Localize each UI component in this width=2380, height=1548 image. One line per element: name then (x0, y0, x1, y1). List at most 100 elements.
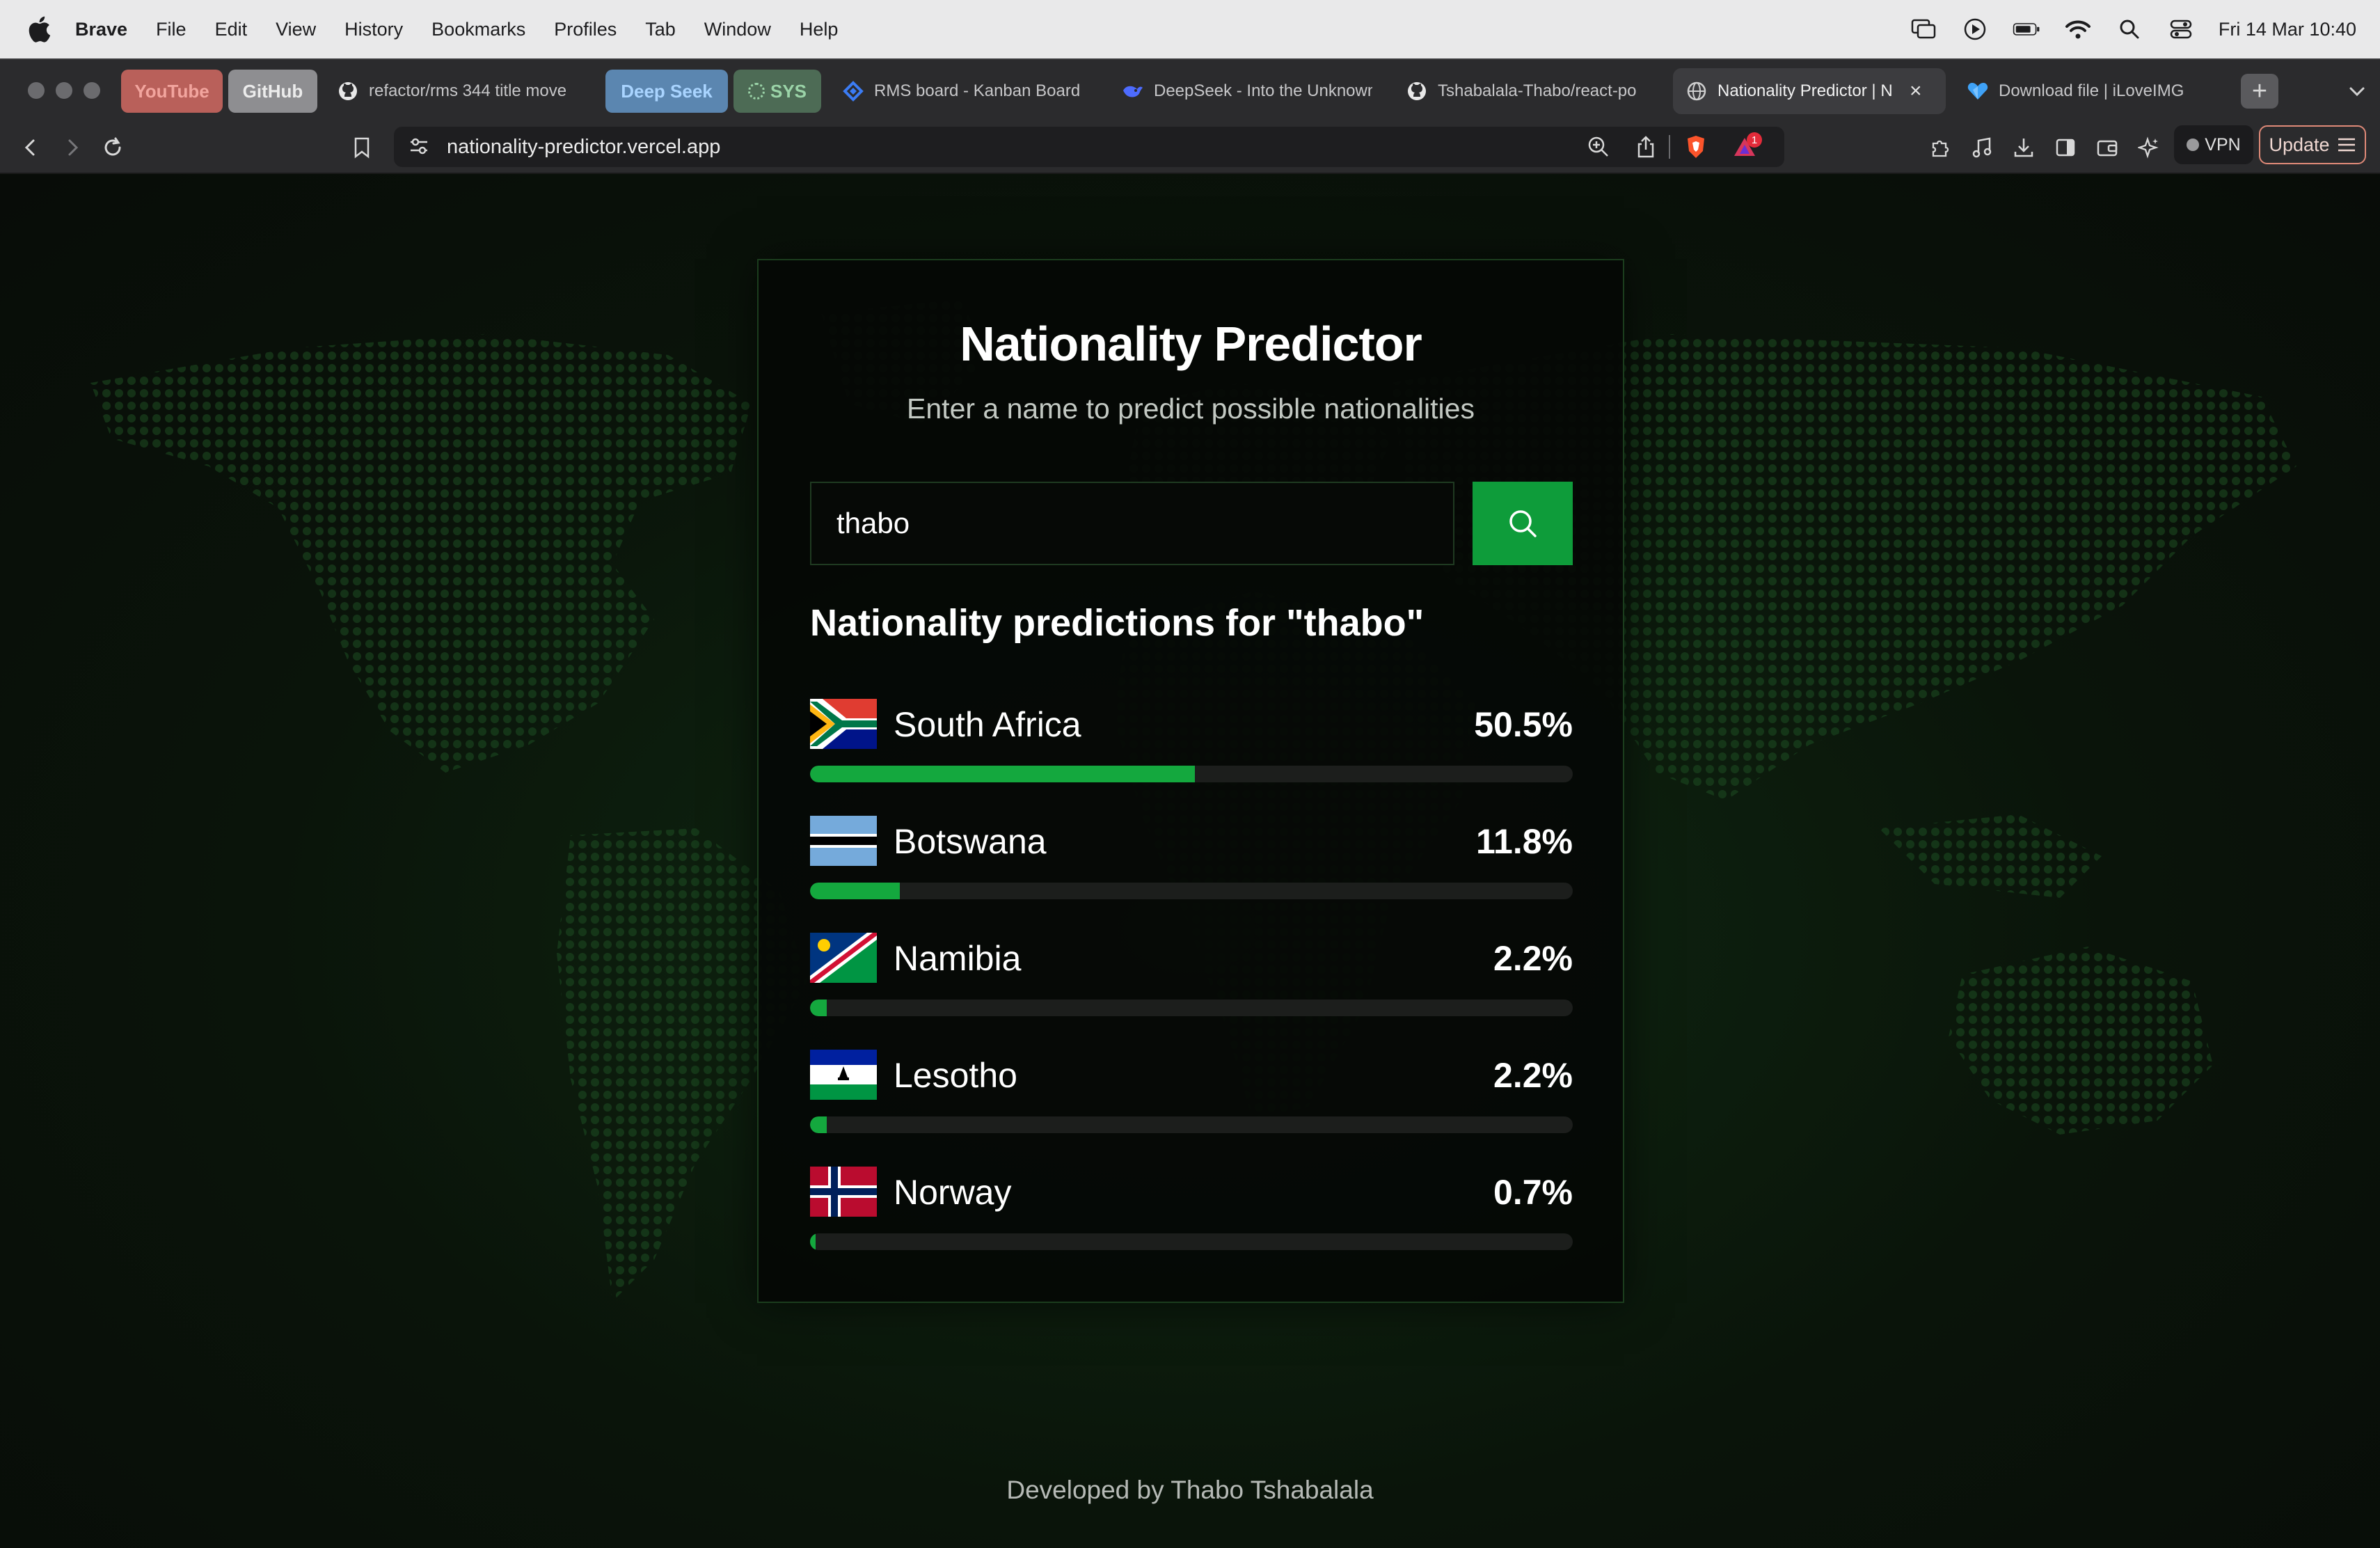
close-tab-icon[interactable]: × (1910, 79, 1922, 102)
music-note-icon[interactable] (1968, 134, 1996, 161)
vpn-button[interactable]: VPN (2174, 125, 2253, 164)
url-text[interactable]: nationality-predictor.vercel.app (447, 136, 721, 158)
tab-label: Download file | iLoveIMG (1999, 81, 2184, 100)
page-viewport: Nationality Predictor Enter a name to pr… (0, 174, 2380, 1548)
battery-icon[interactable] (2013, 15, 2040, 43)
chevron-down-icon[interactable] (2345, 79, 2369, 103)
spotlight-search-icon[interactable] (2116, 15, 2143, 43)
wifi-icon[interactable] (2064, 15, 2092, 43)
update-label: Update (2269, 134, 2330, 155)
tab-group-github[interactable]: GitHub (228, 70, 317, 113)
bookmark-icon[interactable] (348, 134, 376, 161)
search-button[interactable] (1473, 482, 1573, 565)
github-icon (337, 80, 359, 102)
sidebar-toggle-icon[interactable] (2052, 134, 2079, 161)
menu-profiles[interactable]: Profiles (554, 18, 617, 40)
results-heading: Nationality predictions for "thabo" (810, 602, 1425, 644)
namibia-flag-icon (810, 933, 877, 983)
download-icon[interactable] (2010, 134, 2038, 161)
country-name: South Africa (894, 705, 1081, 744)
country-name: Norway (894, 1173, 1012, 1212)
update-button[interactable]: Update (2259, 125, 2366, 164)
loading-spinner-icon (747, 83, 765, 100)
tab-label: Nationality Predictor | N (1717, 81, 1893, 100)
tab-label: DeepSeek - Into the Unknown (1154, 81, 1372, 100)
leo-ai-icon[interactable] (2135, 134, 2163, 161)
country-percentage: 2.2% (1493, 1056, 1573, 1095)
predictor-card: Nationality Predictor Enter a name to pr… (757, 259, 1624, 1303)
extensions-icon[interactable] (1926, 134, 1954, 161)
page-footer: Developed by Thabo Tshabalala (1006, 1476, 1374, 1504)
probability-bar-track (810, 883, 1573, 899)
country-percentage: 11.8% (1475, 822, 1573, 861)
probability-bar-fill (810, 766, 1196, 782)
forward-button[interactable] (58, 134, 86, 161)
zoom-window-button[interactable] (84, 82, 100, 99)
vpn-label: VPN (2205, 134, 2241, 155)
menu-file[interactable]: File (156, 18, 187, 40)
menu-window[interactable]: Window (704, 18, 771, 40)
address-bar[interactable]: nationality-predictor.vercel.app 1 (394, 127, 1784, 167)
south-africa-flag-icon (810, 699, 877, 749)
minimize-window-button[interactable] (56, 82, 72, 99)
country-percentage: 0.7% (1493, 1173, 1573, 1212)
share-icon[interactable] (1633, 134, 1659, 160)
jira-icon (842, 80, 864, 102)
tab-label: RMS board - Kanban Board (874, 81, 1081, 100)
site-settings-icon[interactable] (406, 134, 431, 159)
menu-edit[interactable]: Edit (214, 18, 248, 40)
menu-brave[interactable]: Brave (75, 18, 128, 40)
prediction-row-south-africa: South Africa 50.5% (810, 699, 1573, 796)
menu-tab[interactable]: Tab (645, 18, 676, 40)
apple-icon[interactable] (26, 15, 51, 43)
hamburger-menu-icon (2338, 138, 2355, 152)
control-center-icon[interactable] (2167, 15, 2195, 43)
reload-button[interactable] (99, 134, 127, 161)
tab-group-youtube[interactable]: YouTube (121, 70, 223, 113)
tab-tshabalala-repo[interactable]: Tshabalala-Thabo/react-po (1406, 68, 1656, 114)
page-subtitle: Enter a name to predict possible nationa… (907, 393, 1475, 425)
tab-rms-board[interactable]: RMS board - Kanban Board (842, 68, 1093, 114)
brave-shields-icon[interactable] (1683, 134, 1709, 160)
browser-toolbar: nationality-predictor.vercel.app 1 VP (0, 121, 2380, 174)
back-button[interactable] (17, 134, 45, 161)
play-circle-icon[interactable] (1961, 15, 1989, 43)
probability-bar-track (810, 766, 1573, 782)
menu-bookmarks[interactable]: Bookmarks (431, 18, 526, 40)
screen-mirroring-icon[interactable] (1910, 15, 1937, 43)
probability-bar-track (810, 1233, 1573, 1250)
menu-history[interactable]: History (344, 18, 404, 40)
tab-label: refactor/rms 344 title move (369, 81, 567, 100)
name-search-input[interactable] (810, 482, 1454, 565)
menubar-clock[interactable]: Fri 14 Mar 10:40 (2218, 18, 2356, 40)
tab-nationality-predictor[interactable]: Nationality Predictor | N × (1673, 68, 1946, 114)
probability-bar-track (810, 1116, 1573, 1133)
prediction-row-namibia: Namibia 2.2% (810, 933, 1573, 1030)
new-tab-button[interactable]: + (2241, 74, 2278, 109)
globe-icon (1685, 80, 1708, 102)
country-name: Lesotho (894, 1056, 1017, 1095)
probability-bar-track (810, 1000, 1573, 1016)
prediction-row-botswana: Botswana 11.8% (810, 816, 1573, 913)
zoom-icon[interactable] (1585, 134, 1612, 160)
close-window-button[interactable] (28, 82, 45, 99)
prediction-row-lesotho: Lesotho 2.2% (810, 1050, 1573, 1147)
tab-group-deep-seek[interactable]: Deep Seek (605, 70, 728, 113)
lesotho-flag-icon (810, 1050, 877, 1100)
probability-bar-fill (810, 1233, 816, 1250)
wallet-icon[interactable] (2093, 134, 2121, 161)
country-name: Namibia (894, 939, 1022, 978)
botswana-flag-icon (810, 816, 877, 866)
tab-deepseek[interactable]: DeepSeek - Into the Unknown (1122, 68, 1372, 114)
tab-iloveimg[interactable]: Download file | iLoveIMG (1967, 68, 2224, 114)
norway-flag-icon (810, 1167, 877, 1217)
menu-view[interactable]: View (276, 18, 317, 40)
menu-help[interactable]: Help (799, 18, 839, 40)
tab-strip: YouTube GitHub refactor/rms 344 title mo… (0, 58, 2380, 121)
tab-refactor-rms[interactable]: refactor/rms 344 title move (337, 68, 587, 114)
brave-rewards-icon[interactable]: 1 (1730, 132, 1765, 161)
tab-label: Tshabalala-Thabo/react-po (1438, 81, 1637, 100)
rewards-badge: 1 (1747, 132, 1762, 148)
tab-group-label: SYS (770, 80, 807, 102)
tab-group-sys[interactable]: SYS (733, 70, 821, 113)
